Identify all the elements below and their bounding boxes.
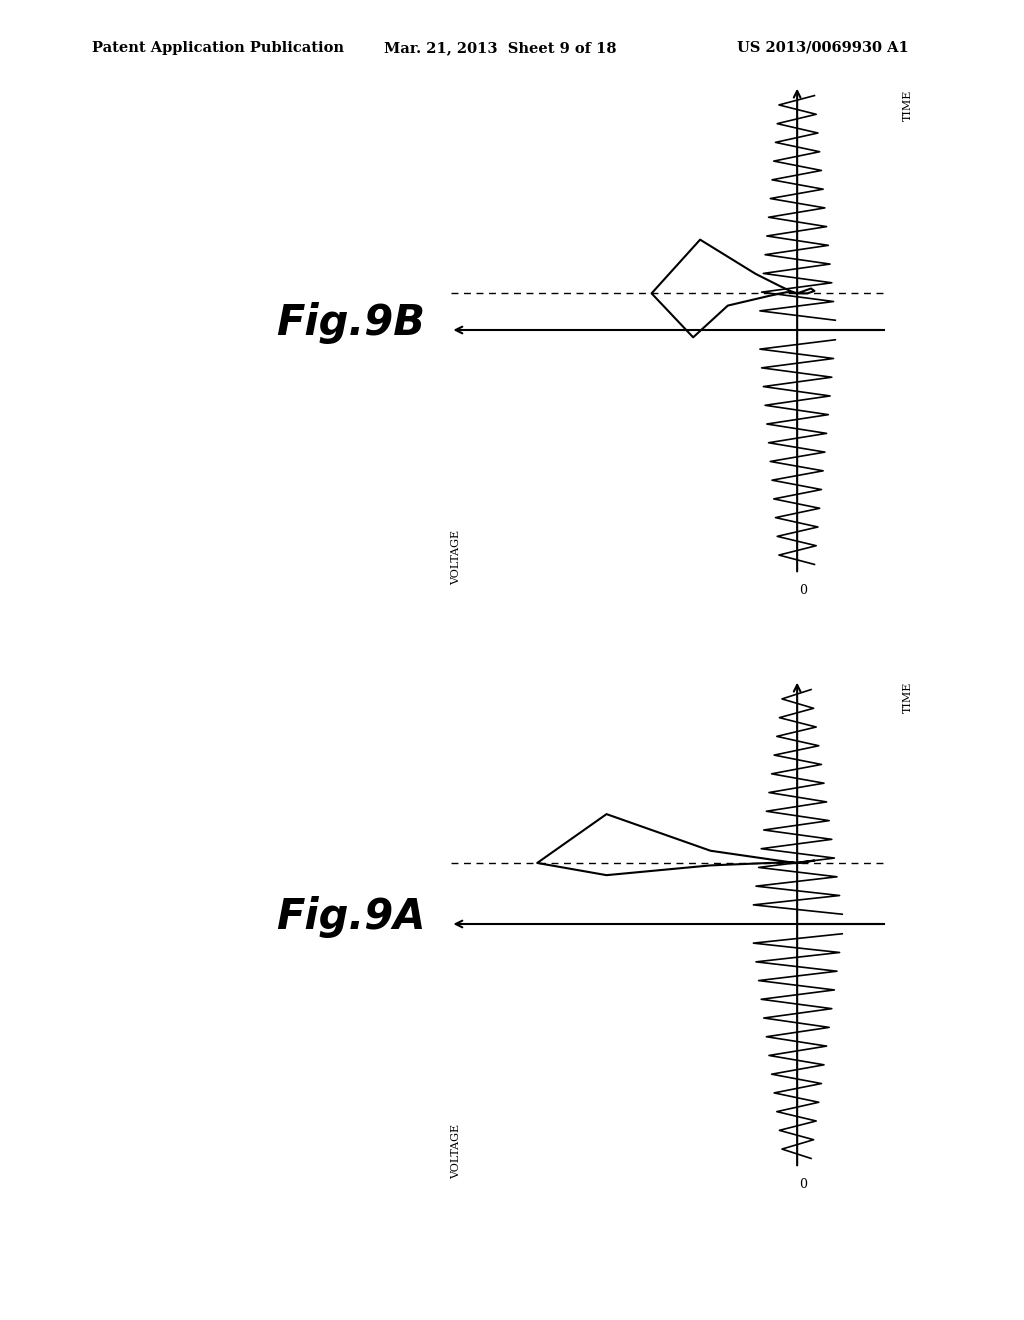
Text: US 2013/0069930 A1: US 2013/0069930 A1 [737, 41, 909, 55]
Text: Patent Application Publication: Patent Application Publication [92, 41, 344, 55]
Text: 0: 0 [800, 583, 807, 597]
Text: VOLTAGE: VOLTAGE [451, 529, 461, 585]
Text: TIME: TIME [903, 90, 913, 121]
Text: TIME: TIME [903, 681, 913, 713]
Text: Fig.9A: Fig.9A [276, 896, 426, 939]
Text: VOLTAGE: VOLTAGE [451, 1123, 461, 1179]
Text: 0: 0 [800, 1177, 807, 1191]
Text: Mar. 21, 2013  Sheet 9 of 18: Mar. 21, 2013 Sheet 9 of 18 [384, 41, 616, 55]
Text: Fig.9B: Fig.9B [276, 302, 426, 345]
